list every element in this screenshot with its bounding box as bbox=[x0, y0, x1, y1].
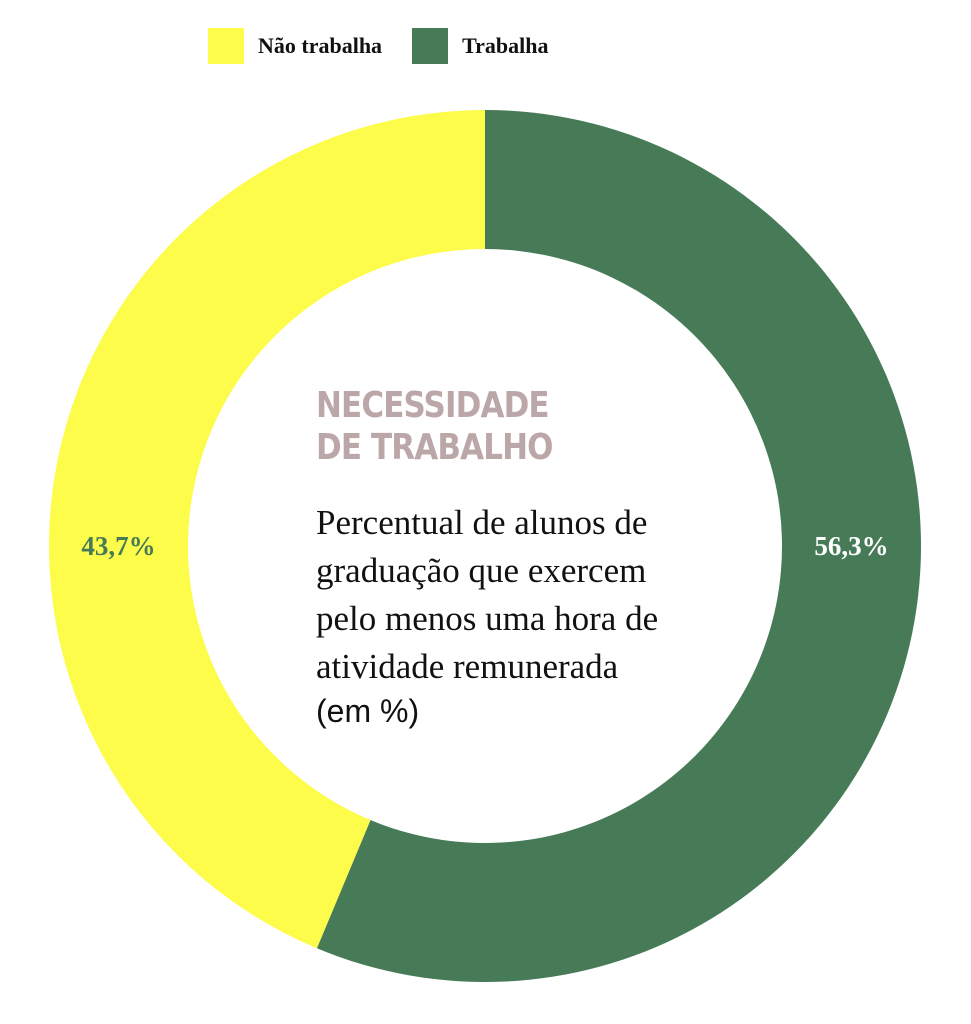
legend-label-nao-trabalha: Não trabalha bbox=[258, 33, 383, 58]
legend-item-nao-trabalha: Não trabalha bbox=[208, 28, 382, 64]
subtitle-line: pelo menos uma hora de bbox=[316, 599, 659, 638]
donut-slice-n-o-trabalha bbox=[48, 110, 485, 949]
donut-slice-trabalha bbox=[316, 110, 921, 982]
slice-value-label: 43,7% bbox=[81, 531, 155, 561]
subtitle-line: graduação que exercem bbox=[316, 551, 647, 590]
subtitle-line: atividade remunerada bbox=[316, 647, 619, 686]
legend-swatch-nao-trabalha bbox=[208, 28, 244, 64]
chart-title-line-1: NECESSIDADE bbox=[316, 385, 550, 426]
chart-unit: (em %) bbox=[316, 693, 420, 729]
legend-label-trabalha: Trabalha bbox=[462, 33, 549, 58]
subtitle-line: Percentual de alunos de bbox=[316, 503, 648, 542]
legend-swatch-trabalha bbox=[412, 28, 449, 64]
chart-center-text: NECESSIDADE DE TRABALHO Percentual de al… bbox=[316, 385, 736, 730]
chart-title-line-2: DE TRABALHO bbox=[316, 427, 553, 468]
legend-item-trabalha: Trabalha bbox=[412, 28, 548, 64]
chart-subtitle: Percentual de alunos de graduação que ex… bbox=[316, 499, 736, 691]
slice-value-label: 56,3% bbox=[814, 531, 888, 561]
chart-legend: Não trabalha Trabalha bbox=[208, 28, 578, 64]
